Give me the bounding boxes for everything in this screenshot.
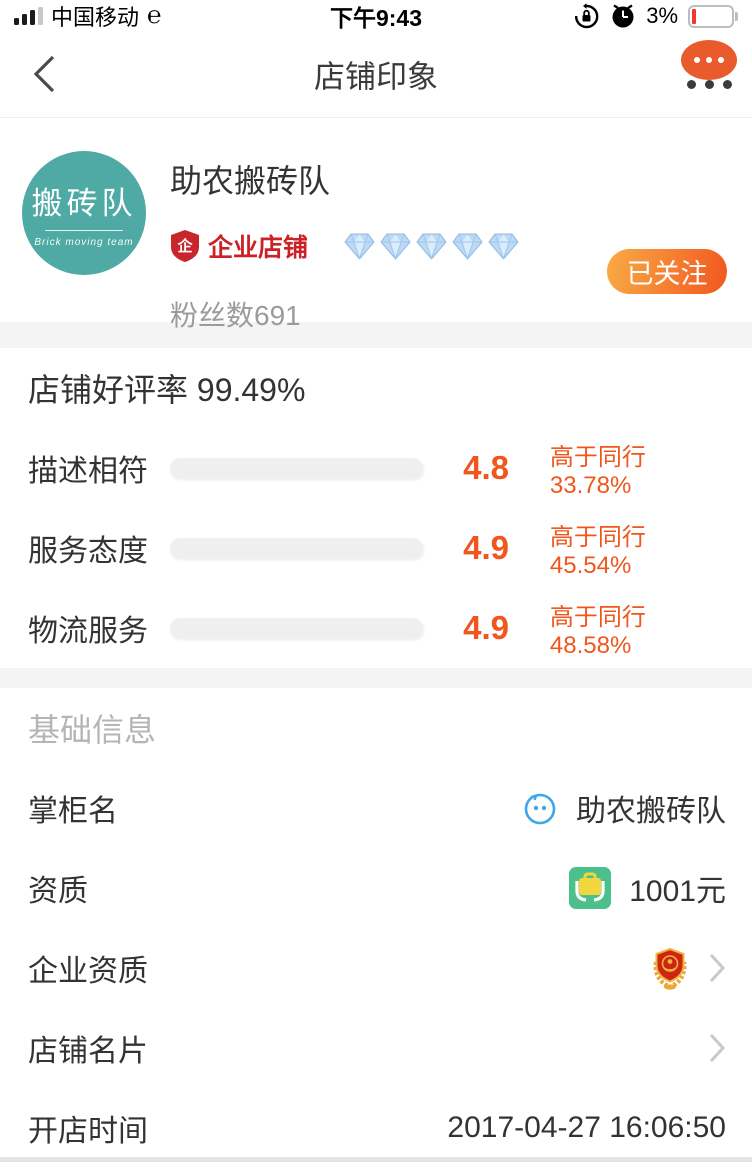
diamond-icon (380, 233, 411, 260)
nav-bar: 店铺印象 (0, 30, 752, 118)
fans-count: 粉丝数691 (170, 300, 301, 331)
orientation-lock-icon (573, 2, 600, 30)
rating-bar (170, 618, 424, 638)
shop-name: 助农搬砖队 (170, 163, 331, 199)
business-license-emblem-icon (650, 946, 690, 990)
rating-bar (170, 538, 424, 558)
info-row-open-date: 开店时间 2017-04-27 16:06:50 (0, 1088, 752, 1168)
rating-bar (170, 458, 424, 478)
rating-row-service: 服务态度 4.9 高于同行45.54% (28, 508, 724, 588)
rating-row-logistics: 物流服务 4.9 高于同行48.58% (28, 588, 724, 668)
basic-info-title: 基础信息 (28, 712, 157, 748)
rating-label: 服务态度 (28, 535, 148, 568)
more-menu-button[interactable] (687, 80, 732, 89)
signal-strength-icon (14, 7, 43, 25)
shop-logo: 搬砖队 Brick moving team (22, 151, 146, 275)
info-label: 资质 (28, 875, 88, 908)
rating-compare: 高于同行33.78% (549, 443, 646, 499)
rating-row-description: 描述相符 4.8 高于同行33.78% (28, 428, 724, 508)
rating-label: 物流服务 (28, 615, 148, 648)
shop-logo-text: 搬砖队 (31, 186, 137, 221)
battery-percent-label: 3% (646, 3, 679, 28)
info-row-enterprise-qualification[interactable]: 企业资质 (0, 928, 752, 1008)
positive-rating-title: 店铺好评率 99.49% (28, 372, 306, 408)
chevron-right-icon (708, 1032, 726, 1064)
info-label: 店铺名片 (28, 1035, 148, 1068)
diamond-icon (452, 233, 483, 260)
floating-menu-button[interactable] (681, 40, 737, 80)
enterprise-shield-icon: 企 (170, 229, 200, 263)
info-label: 企业资质 (28, 955, 148, 988)
network-type-icon: ℮ (147, 2, 162, 29)
status-bar: 中国移动 ℮ 下午9:43 3% (0, 0, 752, 31)
info-label: 开店时间 (28, 1115, 148, 1148)
shop-card: 搬砖队 Brick moving team 助农搬砖队 企 企业店铺 粉丝数69… (0, 118, 752, 331)
carrier-label: 中国移动 (51, 5, 140, 30)
status-time: 下午9:43 (329, 5, 423, 31)
rating-compare: 高于同行48.58% (549, 603, 646, 659)
chevron-right-icon (708, 952, 726, 984)
info-label: 掌柜名 (28, 795, 118, 828)
wangwang-chat-icon[interactable] (522, 790, 558, 826)
info-value: 2017-04-27 16:06:50 (447, 1111, 726, 1144)
info-value: 助农搬砖队 (576, 795, 726, 828)
diamond-icon (488, 233, 519, 260)
bottom-edge-strip (0, 1157, 752, 1162)
shop-logo-subtext: Brick moving team (34, 237, 134, 248)
alarm-clock-icon (610, 3, 636, 29)
rating-score: 4.8 (463, 449, 510, 486)
rating-compare: 高于同行45.54% (549, 523, 646, 579)
basic-info-section: 基础信息 掌柜名 助农搬砖队 资质 (0, 688, 752, 1168)
diamond-rating (344, 233, 519, 260)
enterprise-badge-label: 企业店铺 (208, 234, 309, 262)
info-row-shopkeeper: 掌柜名 助农搬砖队 (0, 768, 752, 848)
section-divider (0, 668, 752, 688)
svg-text:企: 企 (176, 237, 193, 255)
rating-score: 4.9 (463, 529, 510, 566)
consumer-protection-icon (569, 867, 612, 909)
info-value: 1001元 (629, 875, 726, 908)
rating-label: 描述相符 (28, 455, 148, 488)
info-row-shop-card[interactable]: 店铺名片 (0, 1008, 752, 1088)
diamond-icon (344, 233, 375, 260)
back-button[interactable] (22, 52, 66, 96)
ratings-section: 店铺好评率 99.49% 描述相符 4.8 高于同行33.78% 服务态度 4.… (0, 348, 752, 668)
diamond-icon (416, 233, 447, 260)
followed-button[interactable]: 已关注 (607, 249, 727, 294)
battery-icon (688, 4, 739, 28)
section-divider (0, 322, 752, 348)
info-row-deposit: 资质 1001元 (0, 848, 752, 928)
page-title: 店铺印象 (314, 59, 438, 94)
rating-score: 4.9 (463, 609, 510, 646)
